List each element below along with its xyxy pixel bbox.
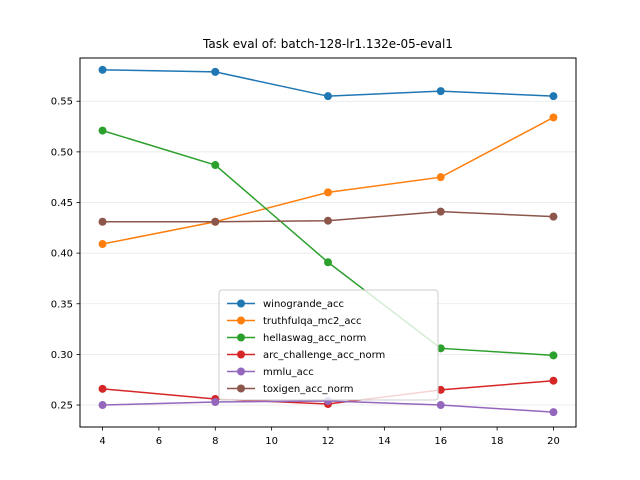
data-point-arc-challenge-acc-norm — [436, 385, 445, 394]
y-tick-label: 0.50 — [51, 147, 73, 158]
data-point-winogrande-acc — [324, 92, 332, 101]
legend-label: truthfulqa_mc2_acc — [263, 316, 361, 327]
legend-item-arc-challenge-acc-norm: arc_challenge_acc_norm — [227, 350, 385, 361]
data-point-winogrande-acc — [549, 92, 558, 101]
series-winogrande-acc — [98, 65, 558, 101]
y-tick-label: 0.55 — [51, 97, 73, 108]
data-point-toxigen-acc-norm — [324, 216, 332, 225]
legend-swatch-marker — [237, 299, 245, 308]
data-point-hellaswag-acc-norm — [436, 344, 445, 353]
series-hellaswag-acc-norm — [98, 126, 558, 360]
legend-swatch-marker — [237, 333, 245, 342]
data-point-toxigen-acc-norm — [436, 207, 445, 216]
legend-swatch-marker — [237, 350, 245, 359]
x-tick-label: 18 — [491, 436, 504, 447]
data-point-truthfulqa-mc2-acc — [436, 173, 445, 182]
legend-swatch-marker — [237, 367, 245, 376]
data-point-winogrande-acc — [436, 87, 445, 96]
data-point-mmlu-acc — [211, 397, 220, 406]
data-point-mmlu-acc — [549, 408, 558, 417]
legend-item-truthfulqa-mc2-acc: truthfulqa_mc2_acc — [227, 316, 361, 327]
x-tick-label: 14 — [378, 436, 391, 447]
data-point-toxigen-acc-norm — [549, 212, 558, 221]
y-tick-label: 0.40 — [51, 249, 73, 260]
legend-swatch-marker — [237, 384, 245, 393]
legend-item-toxigen-acc-norm: toxigen_acc_norm — [227, 384, 354, 395]
legend-item-hellaswag-acc-norm: hellaswag_acc_norm — [227, 333, 366, 344]
y-tick-label: 0.25 — [51, 401, 73, 412]
data-point-hellaswag-acc-norm — [324, 258, 332, 267]
x-tick-label: 20 — [547, 436, 560, 447]
legend-label: toxigen_acc_norm — [263, 384, 354, 395]
y-tick-label: 0.30 — [51, 350, 73, 361]
legend-swatch-marker — [237, 316, 245, 325]
legend: winogrande_acc truthfulqa_mc2_acc hellaswa… — [218, 289, 439, 401]
y-tick-label: 0.35 — [51, 299, 73, 310]
x-tick-label: 6 — [156, 436, 162, 447]
data-point-winogrande-acc — [211, 67, 220, 76]
x-tick-label: 4 — [99, 436, 105, 447]
x-tick-label: 8 — [212, 436, 218, 447]
legend-box — [218, 289, 439, 401]
chart-title: Task eval of: batch-128-lr1.132e-05-eval… — [202, 37, 453, 51]
y-axis: 0.25 0.30 0.35 0.40 0.45 0.50 0.55 — [51, 97, 80, 412]
data-point-truthfulqa-mc2-acc — [324, 188, 332, 197]
data-point-toxigen-acc-norm — [211, 217, 220, 226]
legend-item-winogrande-acc: winogrande_acc — [227, 299, 344, 310]
data-point-winogrande-acc — [98, 65, 107, 74]
legend-label: winogrande_acc — [263, 299, 344, 310]
x-tick-label: 16 — [434, 436, 447, 447]
y-tick-label: 0.45 — [51, 198, 73, 209]
series-group — [98, 65, 558, 417]
data-point-mmlu-acc — [98, 401, 107, 410]
data-point-arc-challenge-acc-norm — [98, 384, 107, 393]
data-point-toxigen-acc-norm — [98, 217, 107, 226]
data-point-hellaswag-acc-norm — [211, 161, 220, 170]
x-tick-label: 10 — [265, 436, 278, 447]
legend-label: mmlu_acc — [263, 367, 314, 378]
data-point-arc-challenge-acc-norm — [549, 376, 558, 385]
data-point-truthfulqa-mc2-acc — [549, 113, 558, 122]
legend-label: arc_challenge_acc_norm — [263, 350, 385, 361]
series-toxigen-acc-norm — [98, 207, 558, 226]
legend-label: hellaswag_acc_norm — [263, 333, 366, 344]
data-point-hellaswag-acc-norm — [98, 126, 107, 135]
data-point-mmlu-acc — [436, 401, 445, 410]
x-axis: 4 6 8 10 12 14 16 18 20 — [99, 427, 560, 447]
data-point-hellaswag-acc-norm — [549, 351, 558, 360]
legend-item-mmlu-acc: mmlu_acc — [227, 367, 314, 378]
x-tick-label: 12 — [322, 436, 335, 447]
data-point-truthfulqa-mc2-acc — [98, 240, 107, 249]
